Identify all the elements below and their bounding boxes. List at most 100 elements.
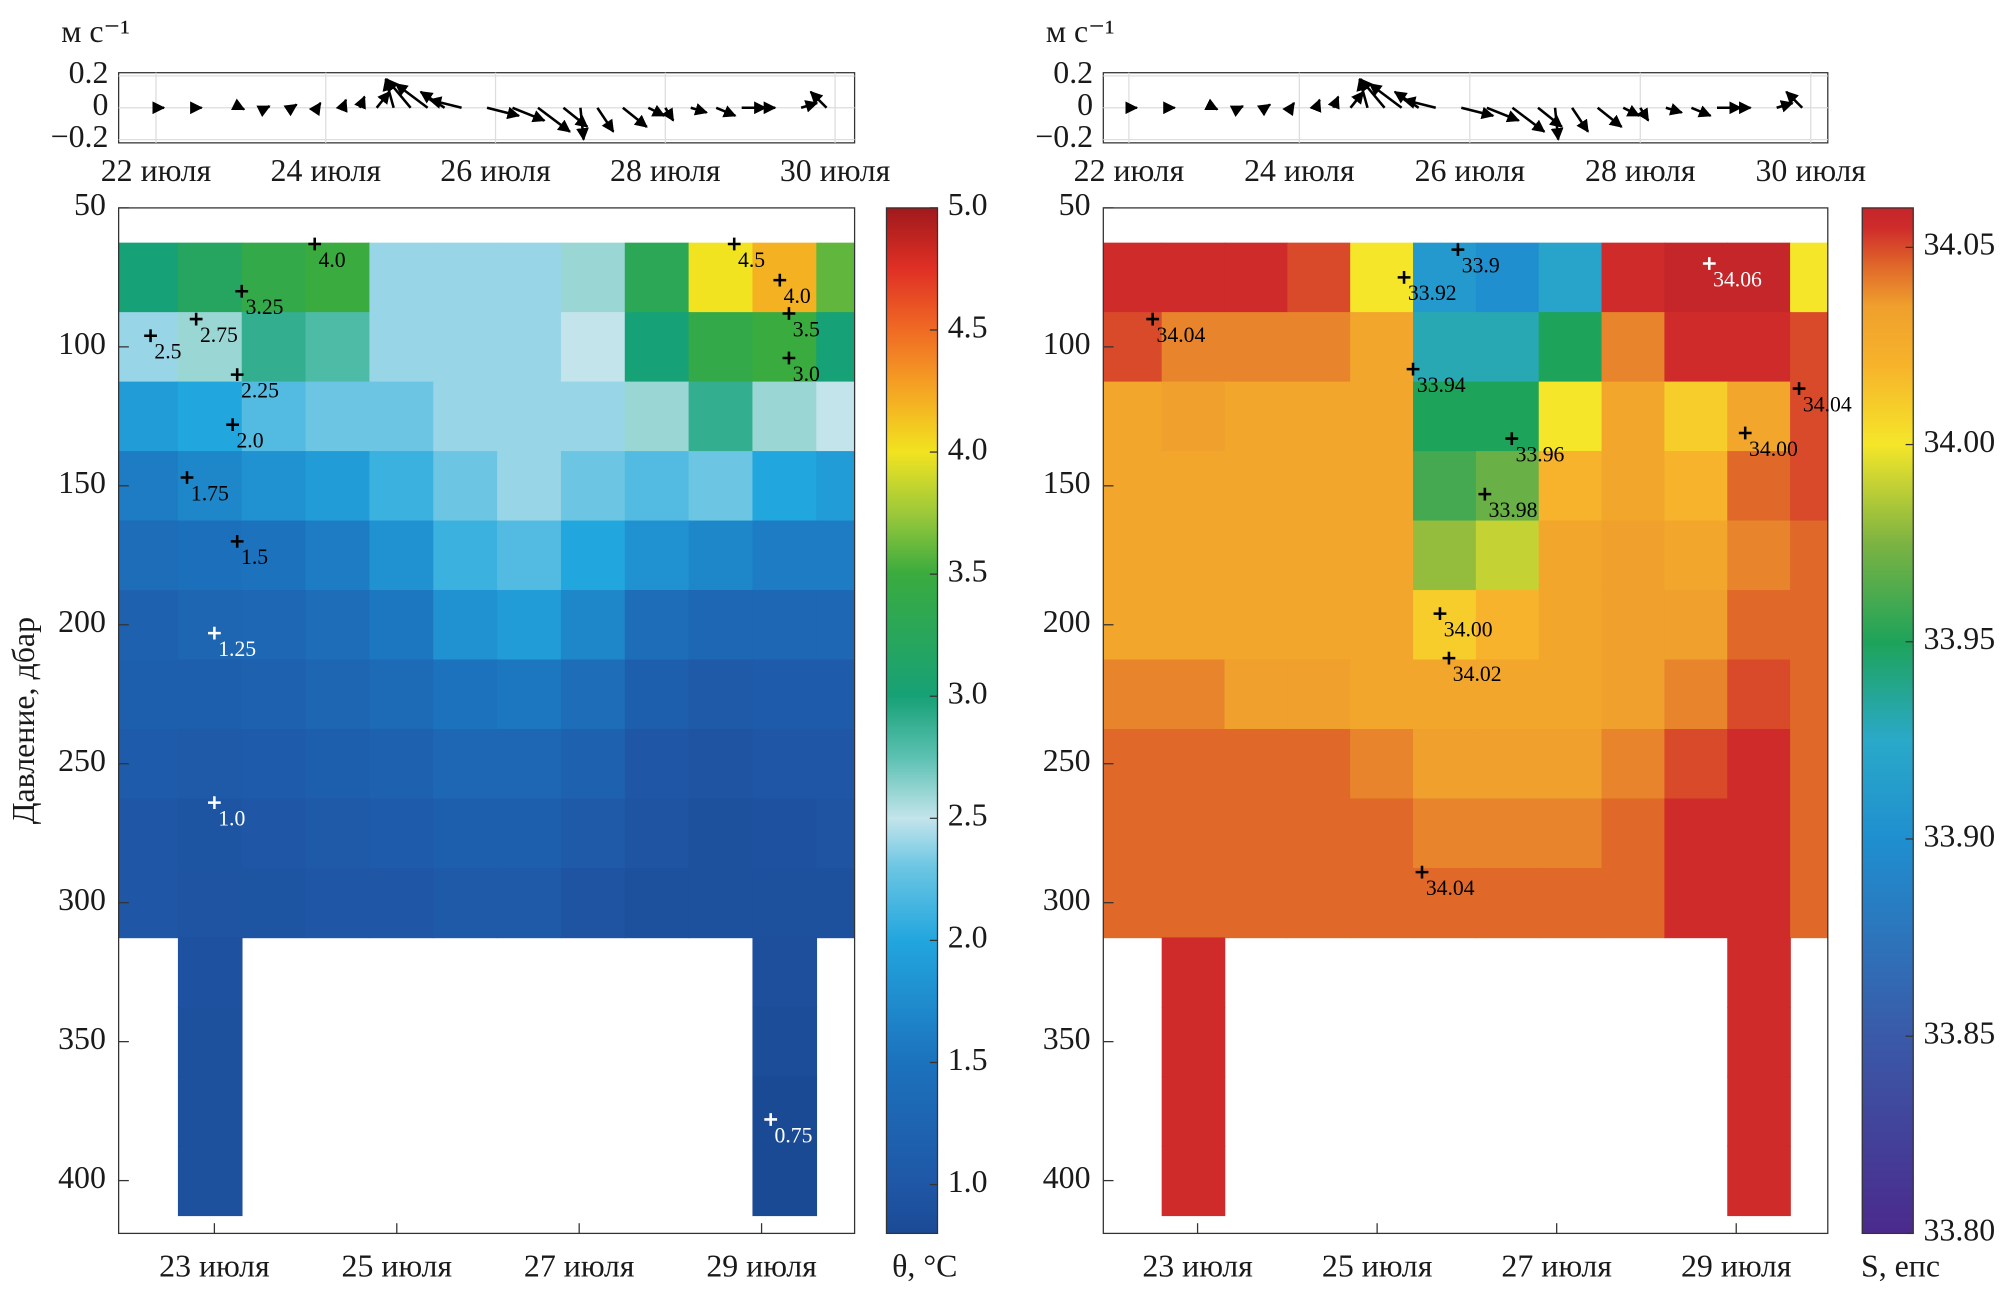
field-cell [118, 242, 179, 313]
field-cell [1287, 242, 1351, 313]
field-cell [752, 659, 818, 730]
field-cell [369, 451, 435, 522]
field-cell [1161, 1076, 1226, 1147]
field-cell [1664, 381, 1729, 452]
field-cell [1413, 381, 1477, 452]
field-cell [433, 312, 498, 383]
colorbar-tick-label: 34.00 [1923, 424, 1995, 459]
colorbar-tick-label: 33.95 [1923, 621, 1995, 656]
field-cell [1287, 520, 1351, 591]
velocity-arrow [1636, 107, 1650, 122]
contour-label: 0.75 [775, 1123, 813, 1147]
field-cell [560, 590, 626, 661]
field-cell [816, 590, 855, 661]
label-marker [180, 471, 194, 484]
field-cell [752, 242, 818, 313]
field-cell [1664, 659, 1729, 730]
field-cell [1350, 659, 1414, 730]
field-cell [305, 590, 371, 661]
y-tick-label: 250 [58, 743, 106, 778]
velocity-arrow [1537, 106, 1563, 128]
field-cell [1664, 798, 1729, 869]
field-cell [433, 520, 498, 591]
contour-label: 1.0 [218, 806, 245, 830]
field-cell [1161, 1145, 1226, 1217]
field-cell [1161, 242, 1226, 313]
field-cell [241, 451, 307, 522]
field-cell [433, 798, 498, 869]
field-cell [1350, 867, 1414, 939]
field-cell [688, 312, 754, 383]
y-tick-label: 100 [58, 326, 106, 361]
y-tick-label: −0.2 [51, 119, 109, 154]
field-cell [177, 590, 243, 661]
contour-label: 33.96 [1516, 442, 1565, 466]
field-cell [433, 867, 498, 939]
colorbar-tick-label: 2.5 [948, 798, 988, 833]
field-cell [118, 520, 179, 591]
field-cell [624, 590, 690, 661]
x-tick-label: 29 июля [1681, 1248, 1792, 1283]
colorbar-tick-label: 33.85 [1923, 1016, 1995, 1051]
x-tick-label: 24 июля [271, 153, 382, 188]
field-cell [752, 798, 818, 869]
contour-label: 34.06 [1713, 267, 1762, 291]
field-cell [1287, 451, 1351, 522]
colorbar [1861, 207, 1914, 1235]
velocity-arrow [647, 104, 666, 117]
field-cell [497, 728, 562, 800]
y-axis-label: м с⁻¹ [61, 14, 130, 49]
field-cell [177, 381, 243, 452]
colorbar-tick-label: 3.5 [948, 553, 988, 588]
x-tick-label: 23 июля [1142, 1248, 1253, 1283]
field-cell [1475, 242, 1540, 313]
y-tick-label: 0.2 [1053, 55, 1093, 90]
x-tick-label: 26 июля [1415, 153, 1526, 188]
velocity-arrow [394, 82, 429, 109]
field-cell [752, 312, 818, 383]
field-cell [497, 242, 562, 313]
field-cell [560, 867, 626, 939]
field-cell [1413, 867, 1477, 939]
field-cell [752, 937, 818, 1008]
field-cell [241, 312, 307, 383]
y-tick-label: 0.2 [69, 55, 109, 90]
field-cell [1287, 659, 1351, 730]
field-cell [1538, 312, 1603, 383]
y-axis-label: Давление, дбар [6, 617, 41, 824]
colorbar-tick-label: 1.5 [948, 1042, 988, 1077]
colorbar-tick-label: 1.0 [948, 1164, 988, 1199]
field-cell [177, 242, 243, 313]
field-cell [369, 867, 435, 939]
field-cell [1790, 451, 1828, 522]
label-marker [773, 273, 787, 287]
field-cell [1727, 937, 1791, 1008]
velocity-arrow [1349, 90, 1365, 109]
velocity-arrow [1511, 106, 1546, 133]
field-cell [1475, 451, 1540, 522]
colorbar-tick-label: 4.5 [948, 309, 988, 344]
field-cell [1790, 728, 1828, 800]
label-marker [782, 351, 796, 365]
y-tick-label: 350 [58, 1021, 106, 1056]
field-cell [1161, 728, 1226, 800]
field-cell [560, 659, 626, 730]
field-cell [1790, 798, 1828, 869]
field-cell [624, 312, 690, 383]
field-cell [1413, 312, 1477, 383]
field-cell [177, 312, 243, 383]
field-cell [305, 728, 371, 800]
velocity-arrow [1402, 96, 1437, 110]
field-cell [1161, 381, 1226, 452]
field-cell [816, 867, 855, 939]
velocity-arrow [576, 107, 589, 141]
x-tick-label: 23 июля [159, 1248, 270, 1283]
field-cell [1161, 937, 1226, 1008]
velocity-arrow [230, 98, 246, 111]
label-marker [308, 237, 322, 251]
contour-label: 33.98 [1489, 498, 1538, 522]
field-cell [241, 659, 307, 730]
field-cell [1413, 590, 1477, 661]
field-cell [177, 937, 243, 1008]
label-marker [208, 626, 221, 640]
